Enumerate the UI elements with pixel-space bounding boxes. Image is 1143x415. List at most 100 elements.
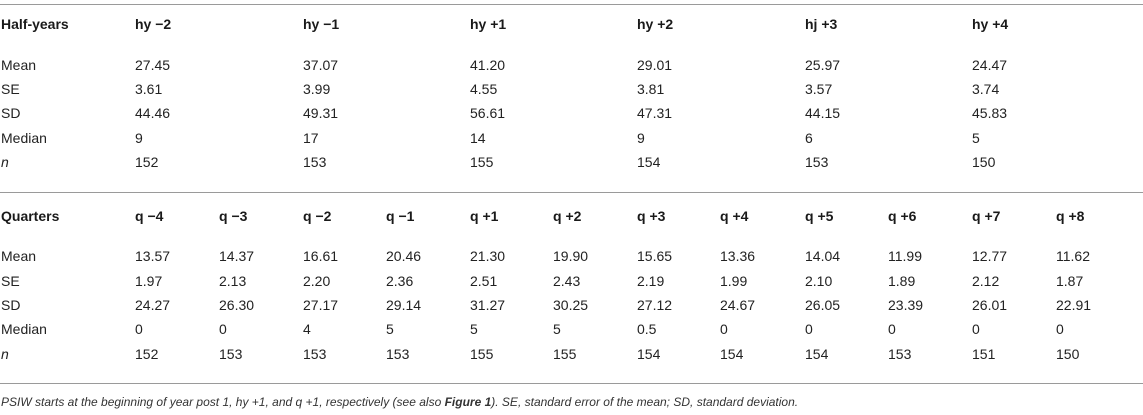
half-years-cell-mean: 41.20 — [470, 57, 506, 73]
half-years-cell-mean: 37.07 — [303, 57, 339, 73]
quarters-column-header: q −3 — [219, 208, 248, 224]
quarters-cell-se: 1.87 — [1056, 273, 1084, 289]
quarters-cell-median: 5 — [386, 321, 394, 337]
half-years-cell-se: 3.81 — [637, 81, 665, 97]
half-years-cell-sd: 44.15 — [805, 105, 841, 121]
quarters-cell-se: 2.13 — [219, 273, 247, 289]
quarters-cell-mean: 14.37 — [219, 248, 255, 264]
quarters-column-header: q −2 — [303, 208, 332, 224]
middle-rule — [0, 192, 1143, 193]
quarters-row-label-n: n — [1, 346, 9, 362]
quarters-header: Quarters — [1, 208, 60, 224]
quarters-column-header: q +8 — [1056, 208, 1085, 224]
half-years-row-label-sd: SD — [1, 105, 21, 121]
quarters-cell-mean: 14.04 — [805, 248, 841, 264]
quarters-cell-mean: 12.77 — [972, 248, 1008, 264]
quarters-cell-mean: 19.90 — [553, 248, 589, 264]
quarters-cell-se: 2.12 — [972, 273, 1000, 289]
quarters-cell-se: 1.99 — [720, 273, 748, 289]
half-years-cell-median: 6 — [805, 130, 813, 146]
quarters-cell-n: 152 — [135, 346, 159, 362]
quarters-cell-n: 154 — [720, 346, 744, 362]
half-years-cell-se: 3.61 — [135, 81, 163, 97]
quarters-cell-se: 2.10 — [805, 273, 833, 289]
half-years-row-label-mean: Mean — [1, 57, 37, 73]
half-years-cell-median: 9 — [637, 130, 645, 146]
half-years-cell-mean: 27.45 — [135, 57, 171, 73]
half-years-cell-se: 3.57 — [805, 81, 833, 97]
half-years-cell-n: 155 — [470, 154, 494, 170]
quarters-cell-n: 155 — [470, 346, 494, 362]
quarters-cell-median: 0 — [1056, 321, 1064, 337]
quarters-cell-mean: 21.30 — [470, 248, 506, 264]
quarters-cell-median: 0.5 — [637, 321, 657, 337]
quarters-cell-n: 154 — [805, 346, 829, 362]
quarters-cell-median: 0 — [135, 321, 143, 337]
quarters-cell-mean: 13.57 — [135, 248, 171, 264]
quarters-cell-n: 153 — [219, 346, 243, 362]
table-caption: PSIW starts at the beginning of year pos… — [1, 394, 798, 410]
quarters-cell-se: 1.97 — [135, 273, 163, 289]
half-years-column-header: hy +4 — [972, 16, 1009, 32]
quarters-column-header: q +2 — [553, 208, 582, 224]
half-years-cell-se: 4.55 — [470, 81, 498, 97]
quarters-cell-median: 0 — [219, 321, 227, 337]
quarters-row-label-median: Median — [1, 321, 47, 337]
half-years-cell-n: 153 — [303, 154, 327, 170]
top-rule — [0, 4, 1143, 5]
half-years-cell-median: 5 — [972, 130, 980, 146]
bottom-rule — [0, 383, 1143, 384]
half-years-cell-n: 152 — [135, 154, 159, 170]
quarters-cell-median: 0 — [805, 321, 813, 337]
half-years-cell-median: 9 — [135, 130, 143, 146]
quarters-cell-mean: 11.62 — [1056, 248, 1090, 264]
half-years-column-header: hj +3 — [805, 16, 838, 32]
quarters-cell-sd: 24.27 — [135, 297, 171, 313]
half-years-cell-mean: 24.47 — [972, 57, 1008, 73]
quarters-cell-median: 5 — [470, 321, 478, 337]
half-years-cell-n: 154 — [637, 154, 661, 170]
caption-text-2: ). SE, standard error of the mean; SD, s… — [491, 395, 799, 409]
quarters-cell-sd: 24.67 — [720, 297, 756, 313]
quarters-column-header: q −4 — [135, 208, 164, 224]
quarters-cell-n: 153 — [386, 346, 410, 362]
quarters-column-header: q +1 — [470, 208, 499, 224]
quarters-row-label-mean: Mean — [1, 248, 37, 264]
half-years-cell-sd: 49.31 — [303, 105, 339, 121]
quarters-cell-mean: 13.36 — [720, 248, 756, 264]
quarters-cell-median: 0 — [720, 321, 728, 337]
half-years-cell-sd: 45.83 — [972, 105, 1008, 121]
quarters-column-header: q −1 — [386, 208, 415, 224]
half-years-cell-n: 153 — [805, 154, 829, 170]
quarters-cell-n: 151 — [972, 346, 996, 362]
quarters-cell-median: 0 — [972, 321, 980, 337]
quarters-cell-sd: 29.14 — [386, 297, 422, 313]
quarters-cell-sd: 30.25 — [553, 297, 589, 313]
quarters-cell-se: 2.19 — [637, 273, 665, 289]
quarters-cell-n: 150 — [1056, 346, 1080, 362]
quarters-cell-sd: 27.12 — [637, 297, 673, 313]
quarters-cell-se: 2.43 — [553, 273, 581, 289]
half-years-cell-sd: 56.61 — [470, 105, 506, 121]
half-years-cell-median: 17 — [303, 130, 319, 146]
quarters-cell-sd: 26.01 — [972, 297, 1008, 313]
quarters-column-header: q +6 — [888, 208, 917, 224]
half-years-column-header: hy −2 — [135, 16, 172, 32]
quarters-cell-n: 155 — [553, 346, 577, 362]
half-years-cell-n: 150 — [972, 154, 996, 170]
quarters-cell-se: 1.89 — [888, 273, 916, 289]
quarters-cell-se: 2.20 — [303, 273, 331, 289]
quarters-cell-sd: 23.39 — [888, 297, 924, 313]
quarters-column-header: q +7 — [972, 208, 1001, 224]
quarters-row-label-se: SE — [1, 273, 20, 289]
half-years-cell-mean: 25.97 — [805, 57, 841, 73]
quarters-column-header: q +4 — [720, 208, 749, 224]
quarters-cell-n: 154 — [637, 346, 661, 362]
half-years-cell-se: 3.74 — [972, 81, 1000, 97]
quarters-column-header: q +5 — [805, 208, 834, 224]
quarters-cell-mean: 15.65 — [637, 248, 673, 264]
figure-1-link[interactable]: Figure 1 — [444, 395, 492, 409]
quarters-cell-mean: 11.99 — [888, 248, 922, 264]
quarters-cell-sd: 31.27 — [470, 297, 506, 313]
half-years-header: Half-years — [1, 16, 69, 32]
